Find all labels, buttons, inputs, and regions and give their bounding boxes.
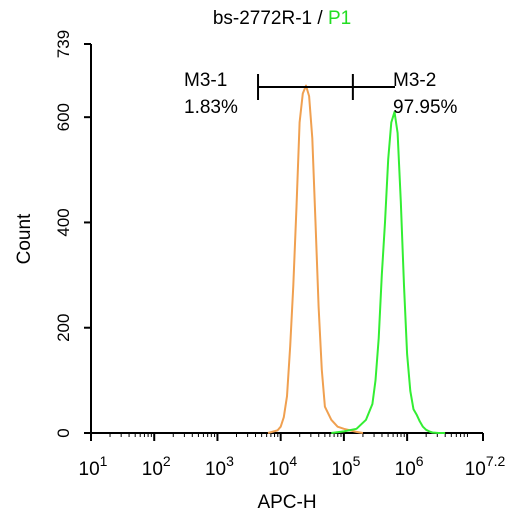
x-tick-base: 10 — [465, 459, 486, 480]
x-tick-exponent: 2 — [163, 453, 171, 469]
gate-m3-2-percent: 97.95% — [393, 97, 458, 118]
gate-m3-1-name: M3-1 — [184, 70, 227, 91]
x-tick-exponent: 5 — [353, 453, 361, 469]
x-axis-label: APC-H — [257, 492, 316, 513]
x-tick-label: 102 — [142, 453, 171, 480]
chart-title-gate: P1 — [328, 8, 351, 29]
histogram-series-2 — [331, 110, 446, 434]
chart-title-sample: bs-2772R-1 / — [213, 8, 328, 29]
y-tick-label: 0 — [54, 428, 73, 437]
gate-m3-1-percent: 1.83% — [184, 97, 238, 118]
x-tick-base: 10 — [268, 459, 289, 480]
x-tick-base: 10 — [205, 459, 226, 480]
x-tick-base: 10 — [331, 459, 352, 480]
x-tick-exponent: 3 — [226, 453, 234, 469]
x-tick-exponent: 6 — [416, 453, 424, 469]
x-tick-label: 106 — [395, 453, 424, 480]
y-tick-label: 400 — [54, 208, 73, 236]
x-tick-label: 103 — [205, 453, 234, 480]
x-tick-base: 10 — [395, 459, 416, 480]
x-tick-label: 105 — [331, 453, 360, 480]
histogram-series-1 — [267, 84, 364, 434]
gate-m3-2-name: M3-2 — [393, 70, 436, 91]
x-tick-base: 10 — [79, 459, 100, 480]
x-tick-exponent: 1 — [100, 453, 108, 469]
chart-title: bs-2772R-1 / P1 — [213, 8, 351, 29]
x-tick-label: 107.2 — [465, 453, 506, 480]
x-tick-label: 101 — [79, 453, 108, 480]
x-tick-label: 104 — [268, 453, 297, 480]
x-tick-exponent: 7.2 — [486, 453, 506, 469]
y-tick-label: 200 — [54, 314, 73, 342]
y-axis-label: Count — [14, 213, 35, 264]
x-tick-base: 10 — [142, 459, 163, 480]
y-tick-label: 739 — [54, 30, 73, 58]
y-tick-label: 600 — [54, 103, 73, 131]
x-tick-exponent: 4 — [289, 453, 297, 469]
